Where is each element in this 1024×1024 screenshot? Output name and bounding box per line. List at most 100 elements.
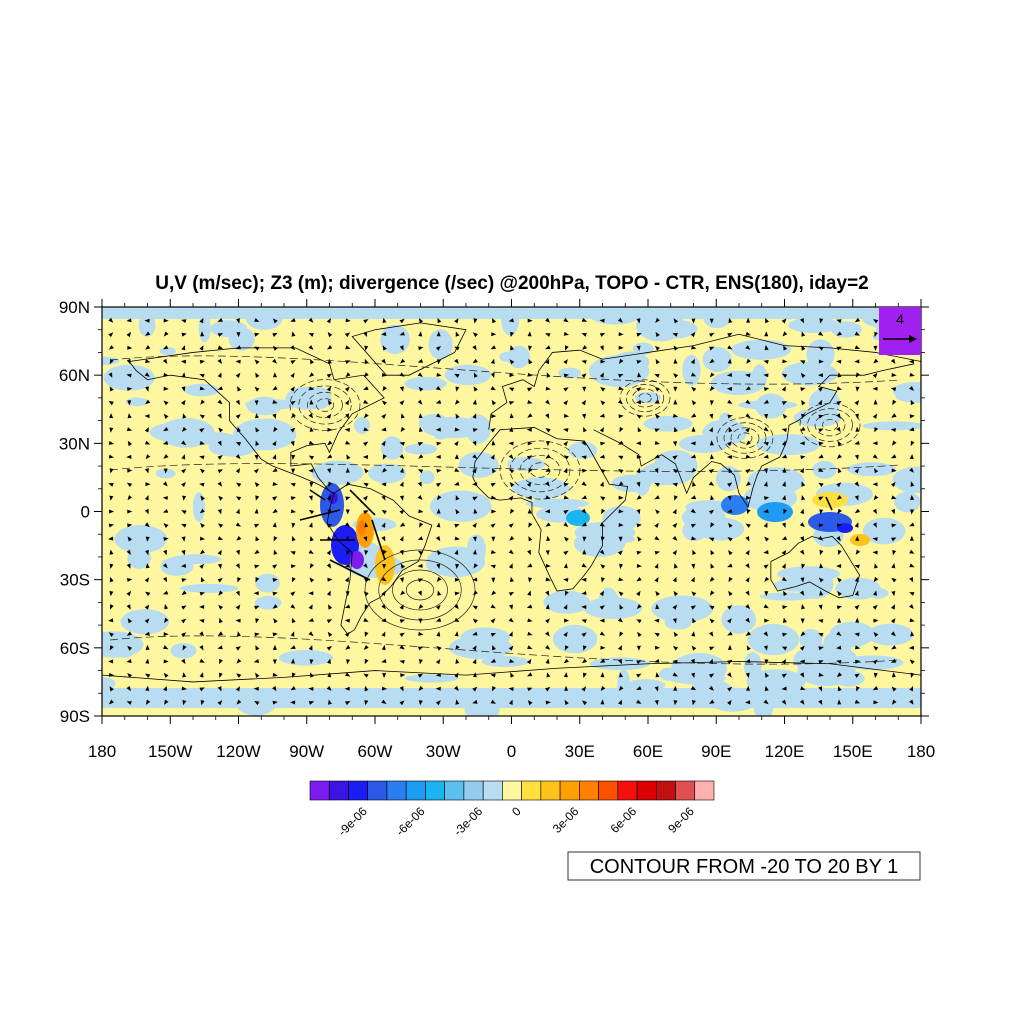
lon-tick-label: 90E [701, 742, 731, 761]
wind-vectors [108, 317, 915, 706]
wind-vector [581, 605, 587, 610]
wind-vector [126, 659, 132, 663]
negative-divergence-patch [102, 631, 144, 658]
wind-vector [673, 345, 679, 351]
wind-vector [618, 699, 622, 705]
wind-vector [654, 454, 660, 459]
wind-vector [890, 618, 896, 624]
wind-vector [491, 468, 496, 474]
wind-vector [291, 672, 296, 678]
wind-vector [218, 495, 224, 501]
wind-vector [836, 631, 842, 636]
wind-vector [617, 399, 623, 405]
wind-vector [308, 317, 314, 323]
wind-vector [199, 440, 205, 445]
wind-vector [363, 510, 369, 515]
wind-vector [126, 427, 133, 432]
wind-vector [727, 631, 733, 636]
wind-vector [363, 372, 369, 378]
wind-vector [382, 454, 387, 460]
wind-vector [545, 345, 551, 350]
wind-vector [255, 536, 260, 542]
wind-vector [473, 508, 478, 514]
wind-vector [126, 454, 132, 459]
wind-vector [399, 400, 405, 406]
wind-vector [435, 672, 441, 677]
wind-vector [436, 331, 441, 337]
wind-vector [290, 564, 297, 569]
wind-vector [581, 440, 586, 446]
negative-divergence-patch [404, 443, 438, 455]
wind-vector [108, 699, 114, 705]
wind-vector [855, 617, 860, 623]
wind-vector [253, 591, 259, 596]
wind-vector [836, 413, 841, 419]
wind-vector [217, 536, 224, 540]
wind-vector [290, 360, 296, 365]
wind-vector [145, 399, 151, 405]
wind-vector [272, 345, 278, 351]
lat-tick-label: 30S [60, 571, 90, 590]
reference-vector-label: 4 [896, 311, 904, 327]
wind-vector [709, 699, 715, 704]
wind-vector [726, 455, 732, 459]
wind-vector [399, 495, 404, 501]
wind-vector [290, 645, 296, 649]
wind-vector [364, 604, 369, 610]
wind-vector [235, 345, 242, 350]
colorbar-label: 0 [509, 804, 524, 819]
wind-vector [454, 481, 460, 486]
colorbar-swatch [463, 780, 484, 801]
wind-vector [291, 577, 296, 583]
wind-vector [254, 549, 260, 554]
wind-vector [162, 440, 169, 445]
negative-divergence-patch [841, 655, 904, 671]
wind-vector [109, 576, 114, 583]
wind-vector [545, 590, 550, 596]
lon-tick-label: 150W [148, 742, 192, 761]
wind-vector [472, 428, 478, 433]
wind-vector [910, 440, 915, 447]
wind-vector [836, 564, 842, 568]
wind-vector [799, 590, 805, 596]
wind-vector [108, 618, 114, 623]
wind-vector [145, 331, 151, 336]
wind-vector [781, 318, 787, 324]
wind-vector [691, 672, 695, 678]
wind-vector [418, 550, 424, 556]
wind-vector [563, 387, 569, 392]
wind-vector [182, 495, 187, 501]
height-contour [822, 419, 838, 431]
wind-vector [872, 604, 878, 610]
wind-vector [909, 372, 915, 377]
coastline-segment [488, 333, 921, 430]
wind-vector [381, 618, 387, 623]
wind-vector [581, 495, 587, 500]
wind-vector [618, 523, 624, 527]
wind-vector [745, 563, 750, 569]
wind-vector [326, 373, 332, 378]
wind-vector [545, 618, 550, 624]
wind-vector [728, 426, 733, 433]
colorbar-swatch [617, 780, 638, 801]
wind-vector [636, 673, 642, 678]
negative-divergence-patch [611, 474, 652, 492]
wind-vector [381, 413, 387, 419]
wind-vector [399, 345, 404, 351]
wind-vector [581, 658, 588, 664]
wind-vector [781, 536, 788, 541]
wind-vector [291, 658, 295, 664]
wind-vector [563, 373, 569, 378]
wind-vector [599, 549, 605, 555]
wind-vector [837, 685, 842, 692]
wind-vector [237, 577, 242, 583]
wind-vector [909, 467, 914, 473]
wind-vector [381, 440, 386, 447]
wind-vector [417, 646, 424, 651]
wind-vector [254, 700, 260, 706]
wind-vector [599, 427, 604, 433]
wind-vector [745, 577, 750, 583]
wind-vector [308, 591, 314, 596]
wind-vector [290, 686, 296, 691]
wind-vector [418, 331, 423, 337]
